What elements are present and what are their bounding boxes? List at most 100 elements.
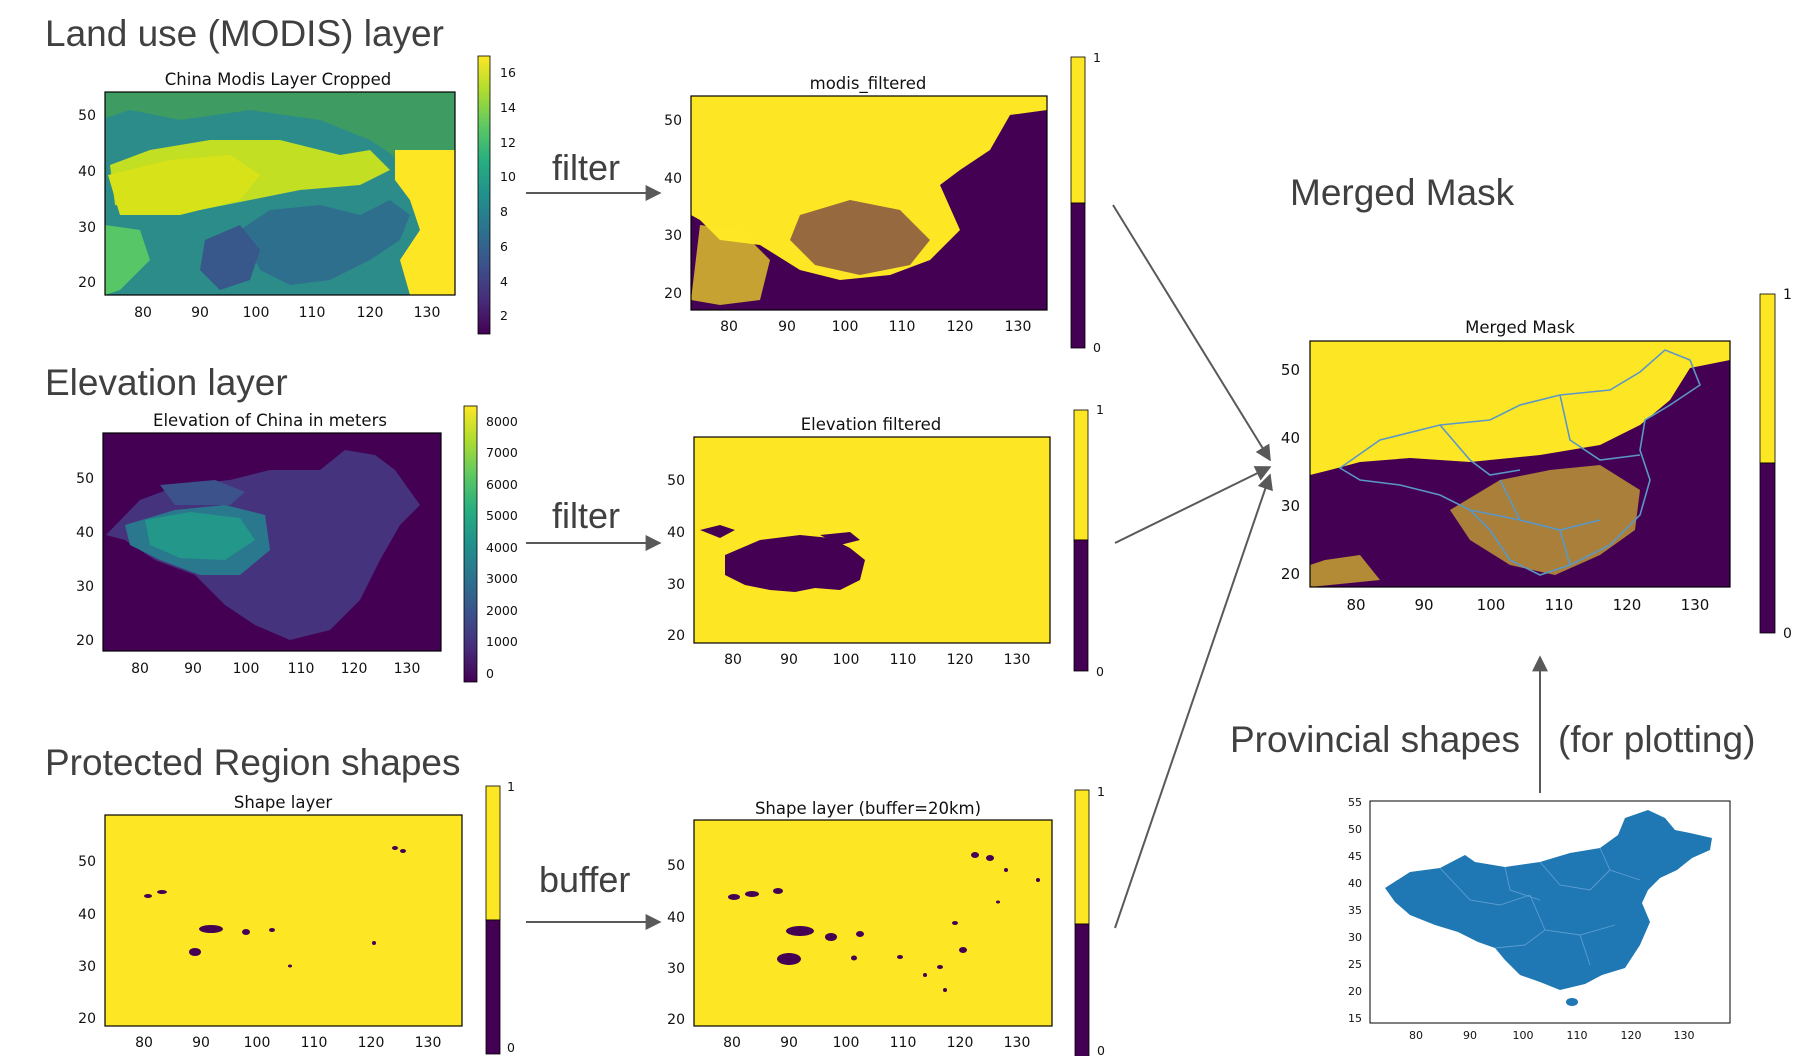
tick: 80: [720, 319, 738, 335]
tick: 120: [947, 652, 974, 668]
elevation-filtered-panel: Elevation filtered 80 90 100 110 120 130…: [667, 402, 1104, 679]
modis-filtered-y-ticks: 50 40 30 20: [664, 113, 682, 302]
tick: 40: [78, 164, 96, 180]
tick: 130: [415, 1035, 442, 1051]
shape-buffer-y-ticks: 50 40 30 20: [667, 858, 685, 1028]
tick: 0: [1096, 664, 1104, 679]
shape-y-ticks: 50 40 30 20: [78, 854, 96, 1027]
elevation-filtered-x-ticks: 80 90 100 110 120 130: [724, 652, 1030, 668]
shape-panel: Shape layer 80 90 100 110 120 130 50: [78, 779, 515, 1055]
tick: 90: [1414, 596, 1433, 614]
tick: 130: [414, 305, 441, 321]
province-boundaries: [1338, 349, 1701, 576]
tick: 20: [1281, 565, 1300, 583]
tick: 50: [78, 854, 96, 870]
tick: 25: [1348, 958, 1362, 971]
elevation-panel: Elevation of China in meters 80 90 100 1…: [76, 405, 518, 683]
tick: 20: [78, 1011, 96, 1027]
tick: 120: [341, 661, 368, 677]
tick: 50: [1281, 361, 1300, 379]
tick: 0: [1097, 1043, 1105, 1056]
tick: 90: [1463, 1029, 1477, 1042]
modis-panel: China Modis Layer Cropped 80 90 100 110 …: [78, 55, 516, 335]
tick: 30: [667, 961, 685, 977]
arrow-shape-to-merged: [1114, 473, 1273, 929]
modis-filtered-panel: modis_filtered 80 90 100 110 120 130 50 …: [664, 50, 1101, 355]
tick: 110: [1567, 1029, 1588, 1042]
tick: 100: [832, 319, 859, 335]
tick: 50: [78, 108, 96, 124]
tick: 1000: [486, 634, 518, 649]
tick: 2000: [486, 603, 518, 618]
tick: 30: [1348, 931, 1362, 944]
tick: 90: [780, 652, 798, 668]
tick: 100: [233, 661, 260, 677]
tick: 0: [1783, 626, 1792, 642]
shape-buffer-panel: Shape layer (buffer=20km): [667, 784, 1105, 1056]
tick: 50: [76, 471, 94, 487]
tick: 20: [667, 1012, 685, 1028]
merged-panel-title: Merged Mask: [1465, 318, 1575, 337]
tick: 130: [1004, 652, 1031, 668]
elevation-filtered-title: Elevation filtered: [801, 415, 942, 434]
tick: 90: [191, 305, 209, 321]
tick: 3000: [486, 571, 518, 586]
tick: 100: [1477, 596, 1506, 614]
tick: 1: [507, 779, 515, 794]
tick: 1: [1093, 50, 1101, 65]
tick: 110: [1545, 596, 1574, 614]
tick: 6000: [486, 477, 518, 492]
tick: 1: [1097, 784, 1105, 799]
tick: 0: [486, 666, 494, 681]
tick: 4: [500, 274, 508, 289]
tick: 30: [664, 228, 682, 244]
tick: 20: [667, 628, 685, 644]
tick: 50: [664, 113, 682, 129]
tick: 80: [135, 1035, 153, 1051]
provinces-panel: 80 90 100 110 120 130 55 50 45 40 35 30 …: [1348, 796, 1731, 1042]
merged-y-ticks: 50 40 30 20: [1281, 361, 1300, 583]
land-use-heading: Land use (MODIS) layer: [45, 13, 444, 54]
tick: 40: [664, 171, 682, 187]
tick: 12: [500, 135, 516, 150]
tick: 30: [78, 959, 96, 975]
arrow-elevation-to-merged: [1114, 466, 1272, 544]
tick: 40: [1348, 877, 1362, 890]
tick: 40: [78, 907, 96, 923]
tick: 1: [1783, 287, 1792, 303]
modis-colorbar-ticks: 16 14 12 10 8 6 4 2: [500, 65, 516, 323]
provinces-y-ticks: 55 50 45 40 35 30 25 20 15: [1348, 796, 1362, 1025]
modis-x-ticks: 80 90 100 110 120 130: [134, 305, 440, 321]
tick: 110: [890, 652, 917, 668]
tick: 20: [664, 286, 682, 302]
tick: 120: [947, 319, 974, 335]
shape-buffer-title: Shape layer (buffer=20km): [755, 799, 981, 818]
tick: 110: [299, 305, 326, 321]
tick: 130: [1681, 596, 1710, 614]
tick: 120: [1613, 596, 1642, 614]
tick: 30: [76, 579, 94, 595]
modis-filtered-title: modis_filtered: [810, 74, 927, 94]
shape-buffer-x-ticks: 80 90 100 110 120 130: [723, 1035, 1030, 1051]
tick: 5000: [486, 508, 518, 523]
tick: 30: [667, 577, 685, 593]
tick: 80: [134, 305, 152, 321]
provincial-shapes-note: (for plotting): [1558, 719, 1755, 760]
tick: 2: [500, 308, 508, 323]
province-lines: [1439, 847, 1641, 966]
tick: 110: [301, 1035, 328, 1051]
tick: 40: [667, 910, 685, 926]
tick: 80: [723, 1035, 741, 1051]
tick: 55: [1348, 796, 1362, 809]
merged-mask-panel: Merged Mask 80 90 100 110 120 130 50 40 …: [1281, 287, 1792, 642]
tick: 110: [889, 319, 916, 335]
tick: 8: [500, 204, 508, 219]
tick: 120: [357, 305, 384, 321]
merged-x-ticks: 80 90 100 110 120 130: [1346, 596, 1709, 614]
modis-y-ticks: 50 40 30 20: [78, 108, 96, 291]
arrow-modis-to-merged: [1112, 204, 1271, 462]
shape-colorbar-ticks: 1 0: [507, 779, 515, 1055]
tick: 120: [358, 1035, 385, 1051]
filter-label-modis: filter: [552, 147, 620, 188]
